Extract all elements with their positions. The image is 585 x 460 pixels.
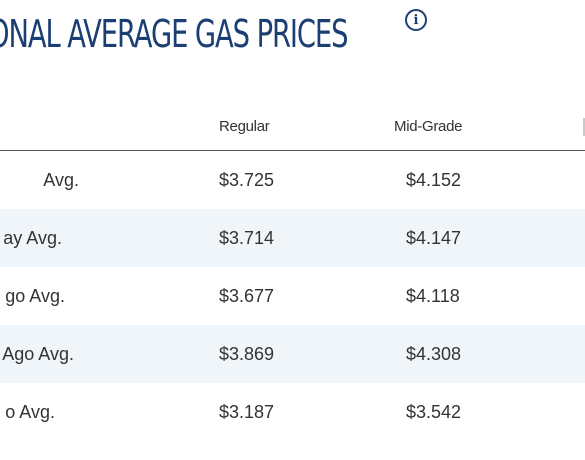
table-row: Ago Avg. $3.869 $4.308 [0,325,585,383]
row-label: go Avg. [5,286,65,306]
row-label: ay Avg. [3,228,62,248]
page-title: ONAL AVERAGE GAS PRICES [0,12,349,56]
column-header-mid-grade: Mid-Grade [394,118,463,135]
column-divider [583,118,585,136]
table-row: o Avg. $3.187 $3.542 [0,383,585,441]
table-row: go Avg. $3.677 $4.118 [0,267,585,325]
row-label-cell: go Avg. [0,267,120,325]
regular-price: $3.714 [219,228,275,248]
info-icon[interactable]: i [405,9,427,31]
row-label-cell: ay Avg. [0,209,120,267]
mid-grade-price: $4.308 [406,344,462,364]
row-label: Avg. [43,170,79,190]
row-label: Ago Avg. [2,344,74,364]
column-header-regular: Regular [219,118,270,135]
regular-price: $3.677 [219,286,275,306]
gas-prices-table: Regular Mid-Grade Avg. $3.725 $4.152 ay … [0,104,585,441]
mid-grade-price: $4.152 [406,170,462,190]
row-label-cell: o Avg. [0,383,120,441]
mid-grade-price: $4.147 [406,228,462,248]
regular-price: $3.869 [219,344,275,364]
regular-price: $3.725 [219,170,275,190]
regular-price: $3.187 [219,402,275,422]
row-label-cell: Avg. [0,151,120,209]
mid-grade-price: $4.118 [406,286,460,306]
row-label-cell: Ago Avg. [0,325,120,383]
mid-grade-price: $3.542 [406,402,462,422]
table-header: Regular Mid-Grade [0,104,585,151]
table-row: Avg. $3.725 $4.152 [0,151,585,209]
title-row: ONAL AVERAGE GAS PRICES i [0,8,553,60]
row-label: o Avg. [5,402,55,422]
table-row: ay Avg. $3.714 $4.147 [0,209,585,267]
